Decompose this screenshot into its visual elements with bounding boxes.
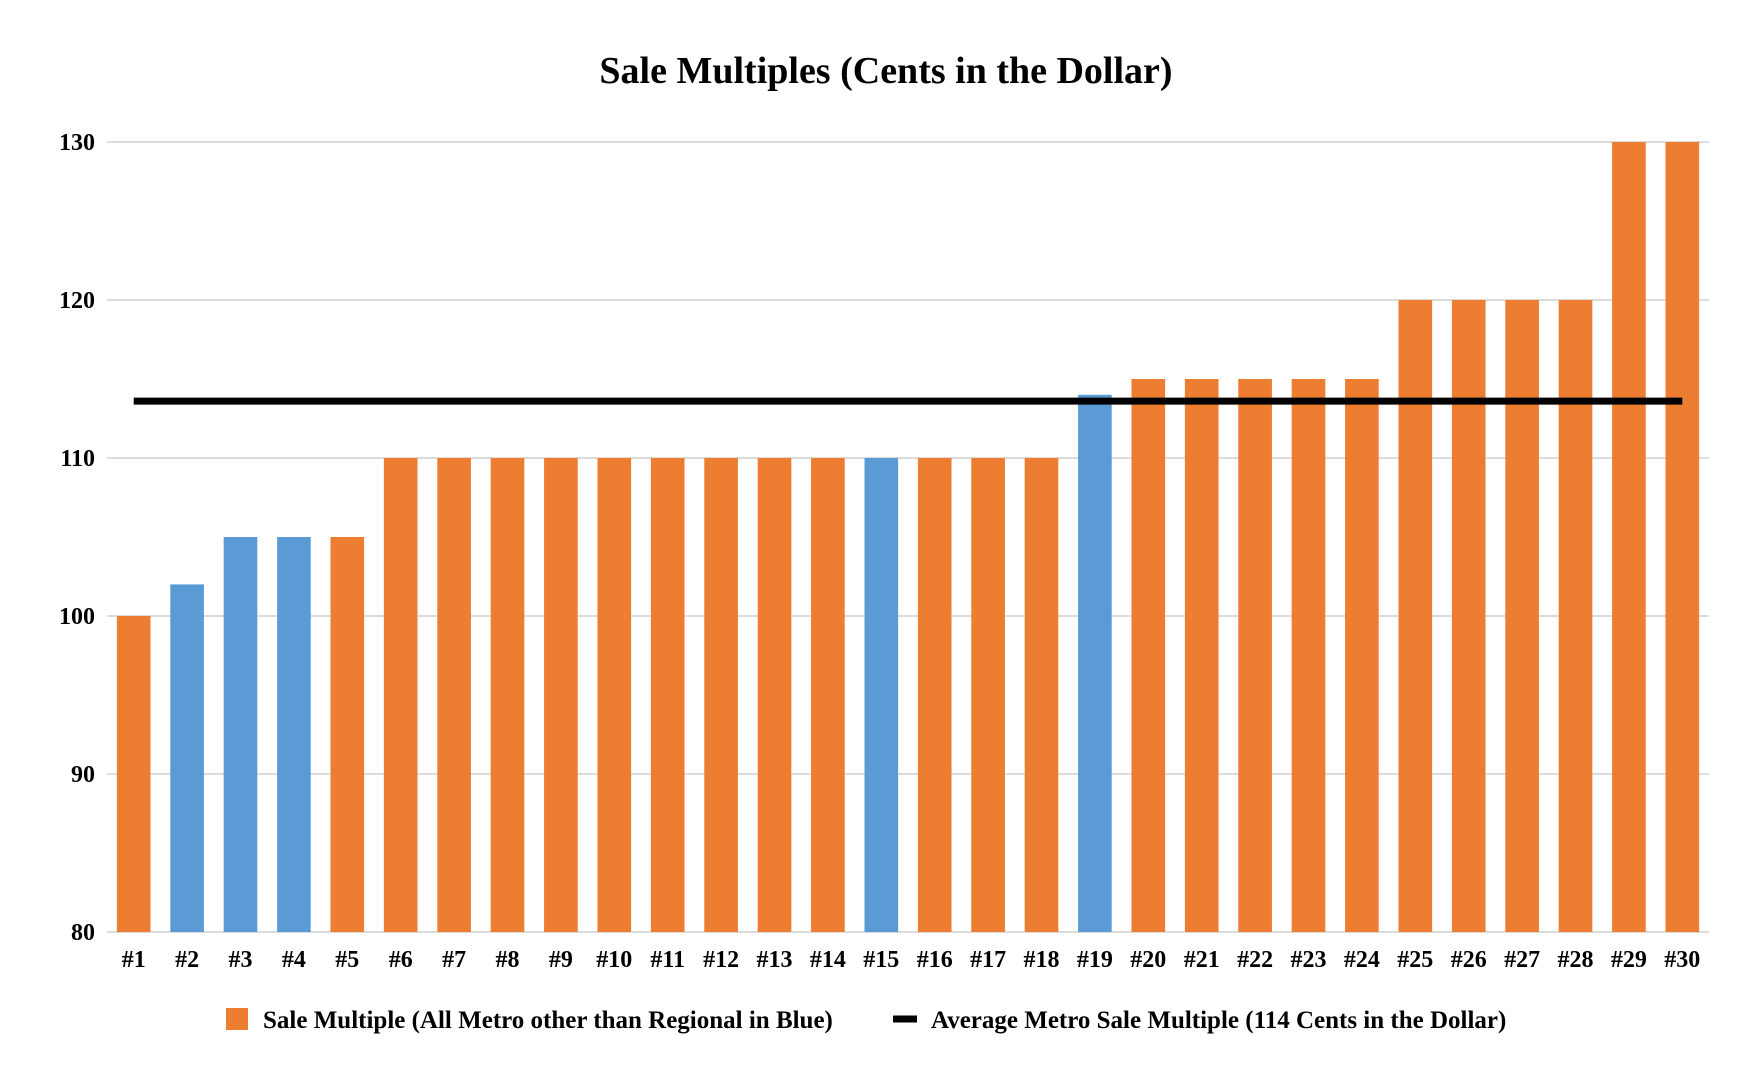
x-tick-label: #16 (917, 947, 953, 973)
x-tick-label: #22 (1237, 947, 1273, 973)
y-tick-label: 110 (60, 446, 95, 472)
x-tick-label: #8 (496, 947, 520, 973)
bar (277, 537, 311, 932)
x-tick-label: #27 (1504, 947, 1540, 973)
x-tick-label: #23 (1291, 947, 1327, 973)
bar (1451, 300, 1486, 932)
x-tick-label: #15 (863, 947, 899, 973)
bars (116, 142, 1700, 932)
x-tick-label: #6 (389, 947, 413, 973)
x-tick-label: #25 (1397, 947, 1433, 973)
x-tick-label: #12 (703, 947, 739, 973)
bar (1345, 379, 1379, 932)
x-tick-label: #19 (1077, 947, 1113, 973)
x-tick-label: #30 (1664, 947, 1700, 973)
y-axis-ticks: 80 90 100 110 120 130 (59, 130, 95, 946)
legend-label-average: Average Metro Sale Multiple (114 Cents i… (931, 1007, 1506, 1034)
y-tick-label: 130 (59, 130, 95, 156)
legend: Sale Multiple (All Metro other than Regi… (226, 1007, 1506, 1034)
bar (437, 458, 471, 932)
bar (116, 616, 151, 932)
x-tick-label: #24 (1344, 947, 1380, 973)
x-tick-label: #14 (810, 947, 846, 973)
bar (1505, 300, 1539, 932)
y-tick-label: 80 (71, 920, 95, 946)
x-tick-label: #7 (442, 947, 466, 973)
x-tick-label: #28 (1558, 947, 1594, 973)
x-tick-label: #11 (650, 947, 685, 973)
bar (1291, 379, 1326, 932)
x-tick-label: #13 (757, 947, 793, 973)
x-tick-label: #21 (1184, 947, 1220, 973)
bar (1024, 458, 1059, 932)
x-tick-label: #26 (1451, 947, 1487, 973)
bar (704, 458, 738, 932)
bar (971, 458, 1005, 932)
y-tick-label: 90 (71, 762, 95, 788)
bar (811, 458, 845, 932)
grid-lines (107, 141, 1709, 933)
bar (1665, 142, 1700, 932)
legend-swatch-sale-multiple (226, 1008, 248, 1030)
bar (383, 458, 418, 932)
legend-swatch-average (893, 1015, 917, 1023)
x-tick-label: #2 (175, 947, 199, 973)
legend-label-sale-multiple: Sale Multiple (All Metro other than Regi… (263, 1007, 833, 1034)
x-tick-label: #1 (122, 947, 146, 973)
bar (757, 458, 792, 932)
x-tick-label: #17 (970, 947, 1006, 973)
bar (917, 458, 952, 932)
bar (544, 458, 578, 932)
x-tick-label: #5 (335, 947, 359, 973)
x-tick-label: #3 (229, 947, 253, 973)
bar (1184, 379, 1219, 932)
x-tick-label: #4 (282, 947, 306, 973)
bar (223, 537, 258, 932)
y-tick-label: 100 (59, 604, 95, 630)
x-tick-label: #10 (596, 947, 632, 973)
bar (650, 458, 685, 932)
x-tick-label: #29 (1611, 947, 1647, 973)
bar (597, 458, 632, 932)
bar (1238, 379, 1272, 932)
bar (1131, 379, 1166, 932)
bar (330, 537, 365, 932)
chart-title: Sale Multiples (Cents in the Dollar) (599, 50, 1172, 92)
x-tick-label: #9 (549, 947, 573, 973)
bar (864, 458, 899, 932)
x-axis-ticks: #1 #2 #3 #4 #5 #6 #7 #8 #9 #10 #11 #12 #13 #14 #15 #16 #… (122, 947, 1701, 973)
bar (490, 458, 525, 932)
bar (1078, 394, 1112, 932)
bar (1558, 300, 1593, 932)
bar (1612, 142, 1646, 932)
x-tick-label: #18 (1024, 947, 1060, 973)
bar (170, 584, 204, 932)
x-tick-label: #20 (1130, 947, 1166, 973)
bar (1398, 300, 1433, 932)
y-tick-label: 120 (59, 288, 95, 314)
